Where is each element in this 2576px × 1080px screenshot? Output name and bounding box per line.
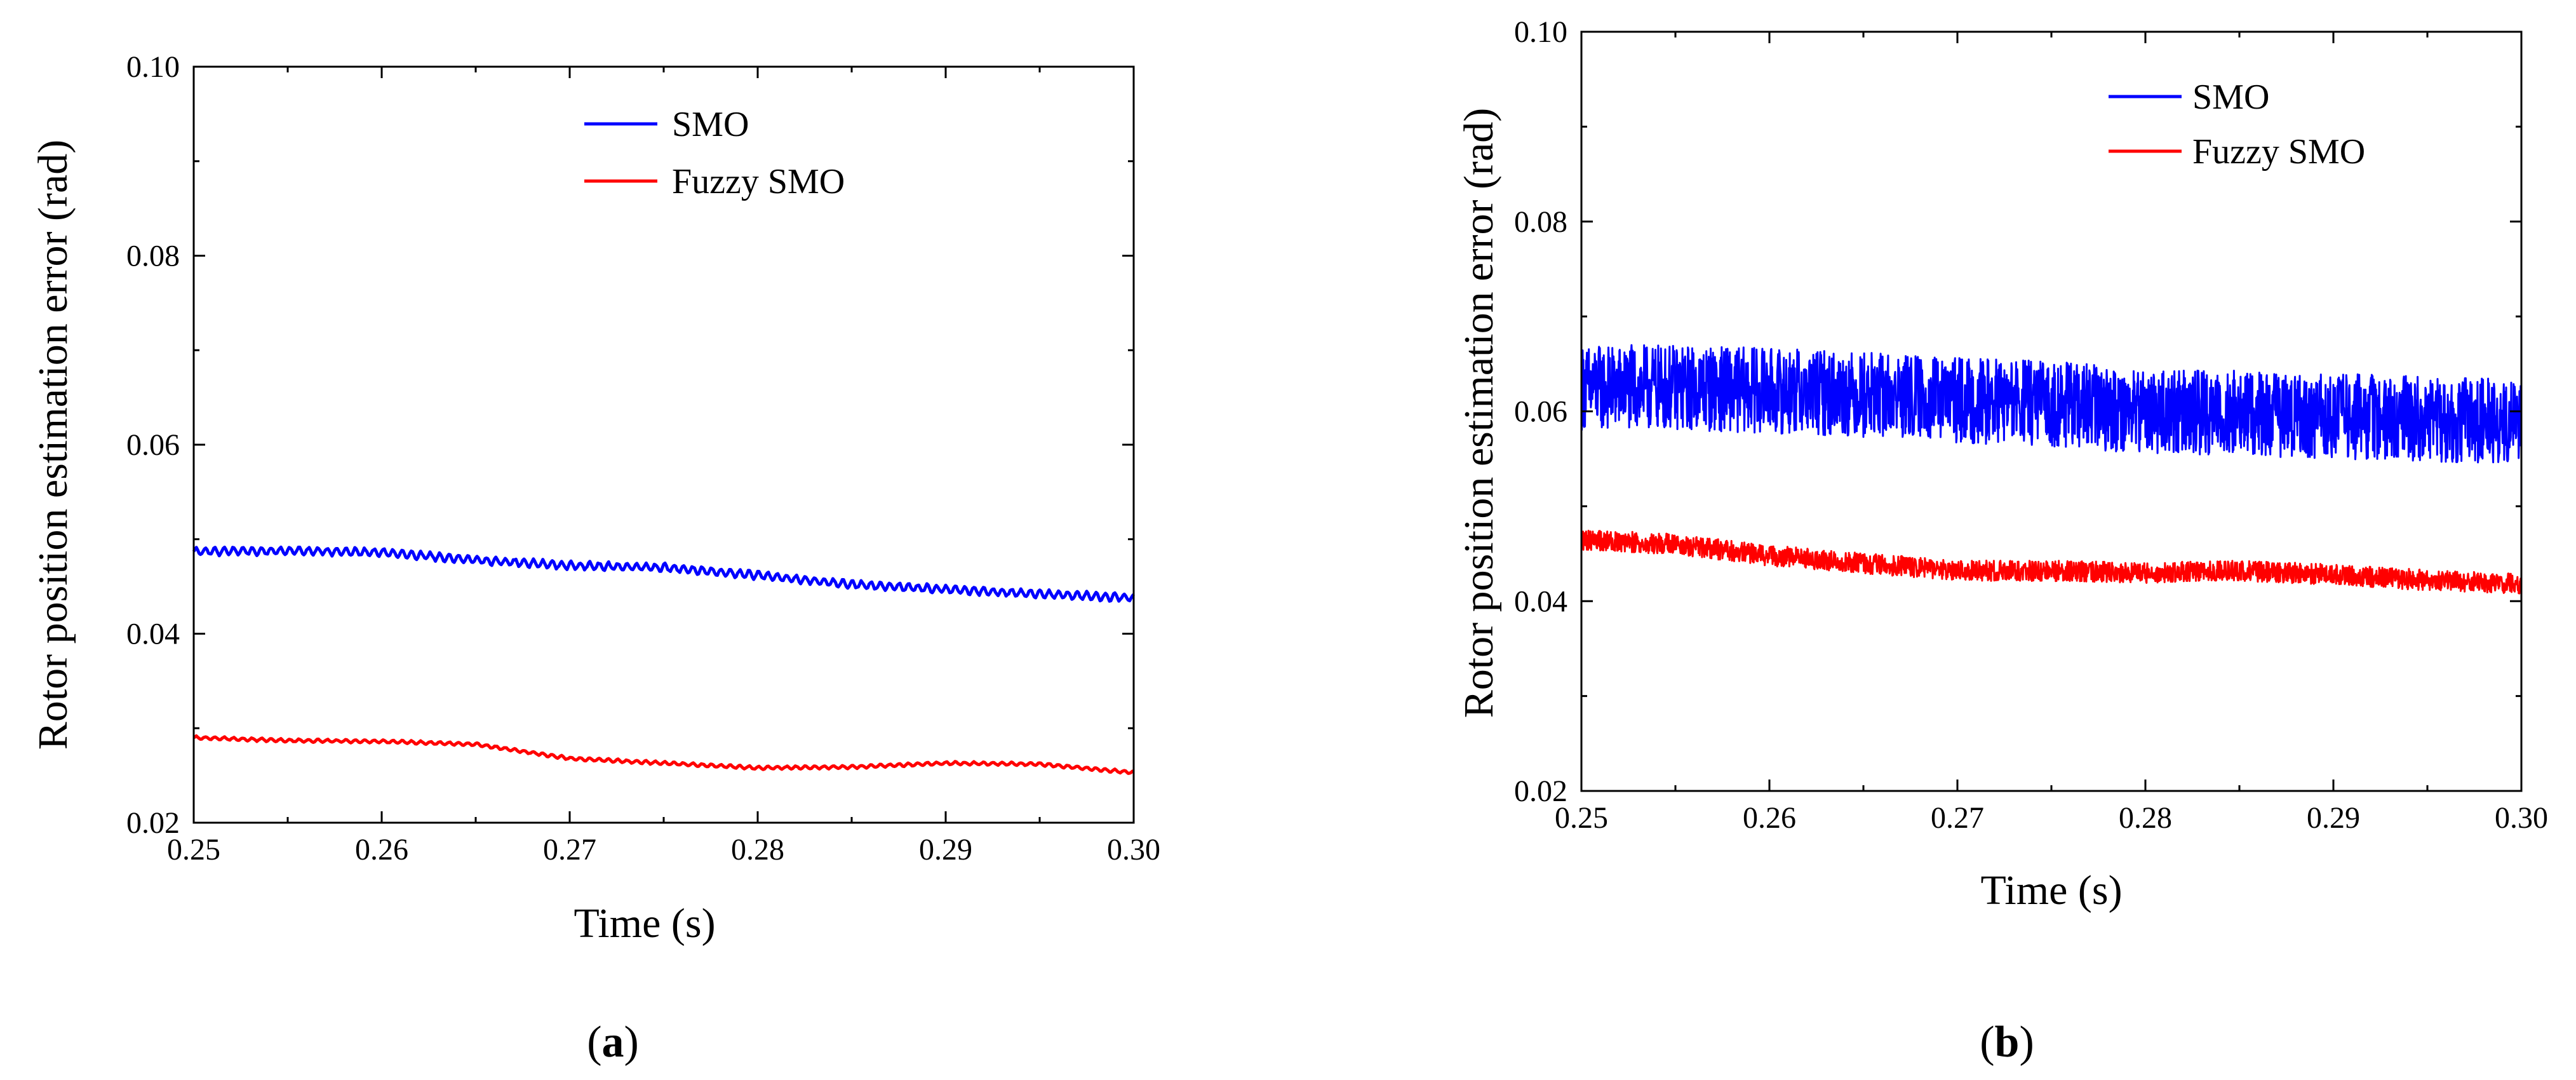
series-line-fuzzy-smo	[1580, 529, 2523, 595]
series-line-fuzzy-smo	[192, 734, 1134, 775]
x-tick-label: 0.28	[2119, 801, 2172, 835]
y-tick-label: 0.02	[1514, 774, 1567, 808]
legend-label-smo: SMO	[672, 105, 749, 144]
y-axis-title-a: Rotor position estimation error (rad)	[30, 140, 76, 750]
y-tick-label: 0.06	[126, 428, 180, 462]
ticks-a	[192, 65, 1135, 824]
x-tick-label: 0.29	[919, 833, 972, 867]
panel-caption-a: (a)	[587, 1018, 639, 1067]
y-tick-label: 0.10	[1514, 15, 1567, 49]
x-tick-label: 0.30	[2495, 801, 2548, 835]
caption-open-paren: (	[1980, 1018, 1994, 1067]
y-tick-label: 0.10	[126, 50, 180, 84]
plot-area-b	[1580, 344, 2523, 595]
x-tick-label: 0.29	[2307, 801, 2360, 835]
chart-panel-a: 0.25 0.26 0.27 0.28 0.29 0.30 0.02 0.04 …	[30, 50, 1160, 1067]
x-axis-title-a: Time (s)	[574, 900, 715, 947]
series-line-smo	[1580, 344, 2523, 464]
x-tick-label: 0.26	[355, 833, 408, 867]
caption-open-paren: (	[587, 1018, 601, 1067]
caption-close-paren: )	[624, 1018, 639, 1067]
plot-frame-a	[192, 65, 1135, 824]
x-axis-title-b: Time (s)	[1980, 867, 2122, 914]
y-tick-label: 0.06	[1514, 395, 1567, 429]
x-tick-label: 0.26	[1743, 801, 1796, 835]
plot-area-a	[192, 545, 1135, 775]
x-tick-labels-a: 0.25 0.26 0.27 0.28 0.29 0.30	[167, 833, 1160, 867]
y-axis-title-b: Rotor position estimation error (rad)	[1456, 108, 1502, 718]
series-line-smo	[192, 545, 1135, 603]
x-tick-label: 0.27	[1931, 801, 1984, 835]
x-tick-label: 0.27	[543, 833, 596, 867]
legend-label-smo: SMO	[2192, 78, 2269, 117]
y-tick-label: 0.04	[1514, 584, 1567, 618]
y-tick-label: 0.04	[126, 618, 180, 651]
legend-label-fuzzy-smo: Fuzzy SMO	[672, 162, 845, 201]
y-tick-label: 0.08	[1514, 205, 1567, 239]
x-tick-label: 0.28	[731, 833, 784, 867]
y-tick-labels-b: 0.02 0.04 0.06 0.08 0.10	[1514, 15, 1567, 808]
x-tick-labels-b: 0.25 0.26 0.27 0.28 0.29 0.30	[1555, 801, 2548, 835]
legend-a: SMO Fuzzy SMO	[584, 105, 845, 201]
chart-panel-b: 0.25 0.26 0.27 0.28 0.29 0.30 0.02 0.04 …	[1456, 15, 2548, 1067]
x-tick-label: 0.25	[1555, 801, 1608, 835]
caption-letter: b	[1995, 1018, 2020, 1067]
caption-letter: a	[602, 1018, 624, 1067]
x-tick-label: 0.30	[1107, 833, 1160, 867]
ticks-b	[1580, 30, 2523, 792]
panel-caption-b: (b)	[1980, 1018, 2034, 1067]
legend-label-fuzzy-smo: Fuzzy SMO	[2192, 132, 2365, 172]
y-tick-label: 0.02	[126, 806, 180, 840]
y-tick-labels-a: 0.02 0.04 0.06 0.08 0.10	[126, 50, 180, 840]
x-tick-label: 0.25	[167, 833, 220, 867]
caption-close-paren: )	[2019, 1018, 2034, 1067]
y-tick-label: 0.08	[126, 240, 180, 273]
legend-b: SMO Fuzzy SMO	[2109, 78, 2365, 172]
